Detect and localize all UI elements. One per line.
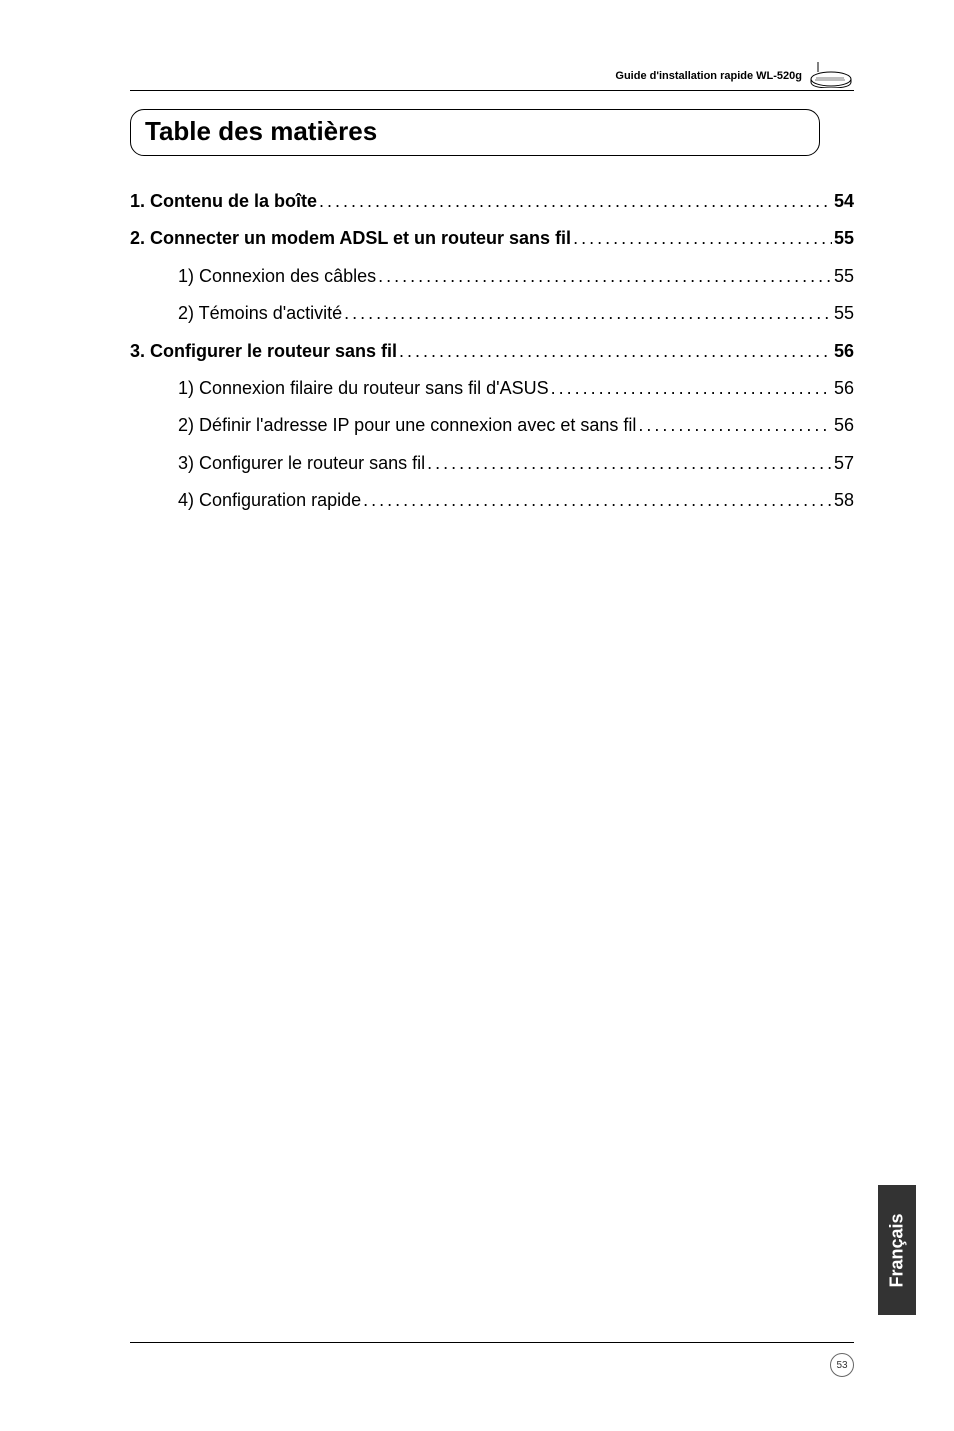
toc-label: 4) Configuration rapide [178, 489, 361, 512]
toc-label: 1) Connexion filaire du routeur sans fil… [178, 377, 549, 400]
toc-page-number: 56 [834, 414, 854, 437]
table-of-contents: 1. Contenu de la boîte 54 2. Connecter u… [130, 190, 854, 513]
toc-leader-dots [427, 452, 832, 475]
toc-entry: 3. Configurer le routeur sans fil 56 [130, 340, 854, 363]
toc-page-number: 57 [834, 452, 854, 475]
toc-entry: 2) Témoins d'activité 55 [130, 302, 854, 325]
toc-page-number: 55 [834, 265, 854, 288]
toc-label: 1. Contenu de la boîte [130, 190, 317, 213]
toc-entry: 1) Connexion des câbles 55 [130, 265, 854, 288]
toc-entry: 4) Configuration rapide 58 [130, 489, 854, 512]
title-box: Table des matières [130, 109, 820, 156]
toc-leader-dots [573, 227, 832, 250]
toc-label: 3) Configurer le routeur sans fil [178, 452, 425, 475]
footer-rule: 53 [130, 1342, 854, 1373]
document-page: Guide d'installation rapide WL-520g Tabl… [0, 0, 954, 1431]
toc-leader-dots [638, 414, 832, 437]
page-title: Table des matières [145, 116, 377, 146]
toc-leader-dots [319, 190, 832, 213]
toc-page-number: 58 [834, 489, 854, 512]
language-label: Français [887, 1213, 908, 1287]
toc-entry: 3) Configurer le routeur sans fil 57 [130, 452, 854, 475]
toc-leader-dots [344, 302, 832, 325]
toc-entry: 1. Contenu de la boîte 54 [130, 190, 854, 213]
toc-label: 3. Configurer le routeur sans fil [130, 340, 397, 363]
toc-page-number: 54 [834, 190, 854, 213]
toc-entry: 1) Connexion filaire du routeur sans fil… [130, 377, 854, 400]
toc-page-number: 56 [834, 340, 854, 363]
toc-label: 2) Définir l'adresse IP pour une connexi… [178, 414, 636, 437]
toc-page-number: 56 [834, 377, 854, 400]
toc-entry: 2) Définir l'adresse IP pour une connexi… [130, 414, 854, 437]
toc-label: 2. Connecter un modem ADSL et un routeur… [130, 227, 571, 250]
router-icon [808, 60, 854, 88]
page-number: 53 [836, 1360, 847, 1371]
page-number-badge: 53 [830, 1353, 854, 1377]
toc-page-number: 55 [834, 227, 854, 250]
toc-leader-dots [551, 377, 832, 400]
toc-entry: 2. Connecter un modem ADSL et un routeur… [130, 227, 854, 250]
header-row: Guide d'installation rapide WL-520g [130, 60, 854, 91]
toc-leader-dots [399, 340, 832, 363]
toc-label: 2) Témoins d'activité [178, 302, 342, 325]
header-text: Guide d'installation rapide WL-520g [615, 70, 802, 88]
toc-leader-dots [363, 489, 832, 512]
toc-leader-dots [378, 265, 832, 288]
toc-page-number: 55 [834, 302, 854, 325]
language-side-tab: Français [878, 1185, 916, 1315]
toc-label: 1) Connexion des câbles [178, 265, 376, 288]
